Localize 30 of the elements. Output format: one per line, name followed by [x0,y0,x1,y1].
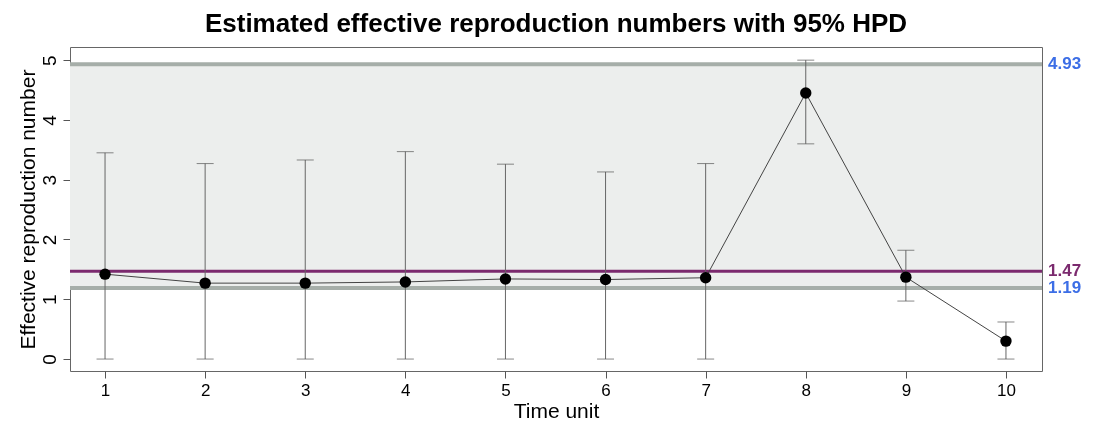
x-tick-label: 9 [901,380,912,400]
x-tick-label: 3 [301,380,311,400]
ref-line-label: 4.93 [1048,54,1082,74]
x-tick-label: 2 [200,380,211,400]
point [800,87,812,99]
y-tick-label: 1 [38,294,60,306]
x-tick-label: 7 [701,380,711,400]
y-tick-label: 0 [38,354,60,365]
y-tick-label: 3 [38,174,60,186]
x-tick-label: 6 [601,380,611,400]
x-axis-title: Time unit [513,398,600,421]
point [599,273,612,286]
y-tick-label: 2 [38,234,60,246]
point [299,277,311,289]
point [699,272,712,284]
x-tick-label: 8 [801,380,811,400]
point [499,273,512,285]
x-tick-label: 4 [401,380,411,400]
y-axis-title: Effective reproduction number [15,69,39,350]
point [99,268,111,280]
x-tick-label: 5 [501,380,511,400]
point [199,277,211,289]
point [1000,335,1012,347]
point [399,276,412,288]
point [900,271,912,283]
chart-title: Estimated effective reproduction numbers with 95% HPD [204,8,908,38]
y-tick-label: 5 [38,55,60,66]
x-tick-label: 10 [997,380,1016,400]
x-tick-label: 1 [100,380,111,400]
y-tick-label: 4 [38,114,60,126]
